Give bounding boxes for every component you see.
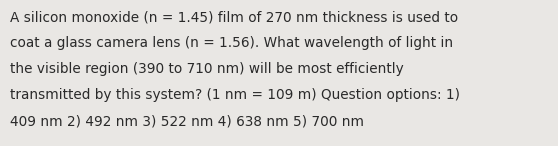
Text: 409 nm 2) 492 nm 3) 522 nm 4) 638 nm 5) 700 nm: 409 nm 2) 492 nm 3) 522 nm 4) 638 nm 5) … — [10, 114, 364, 128]
Text: coat a glass camera lens (n = 1.56). What wavelength of light in: coat a glass camera lens (n = 1.56). Wha… — [10, 36, 453, 50]
Text: transmitted by this system? (1 nm = 109 m) Question options: 1): transmitted by this system? (1 nm = 109 … — [10, 88, 460, 102]
Text: the visible region (390 to 710 nm) will be most efficiently: the visible region (390 to 710 nm) will … — [10, 62, 404, 76]
Text: A silicon monoxide (n = 1.45) film of 270 nm thickness is used to: A silicon monoxide (n = 1.45) film of 27… — [10, 10, 458, 24]
